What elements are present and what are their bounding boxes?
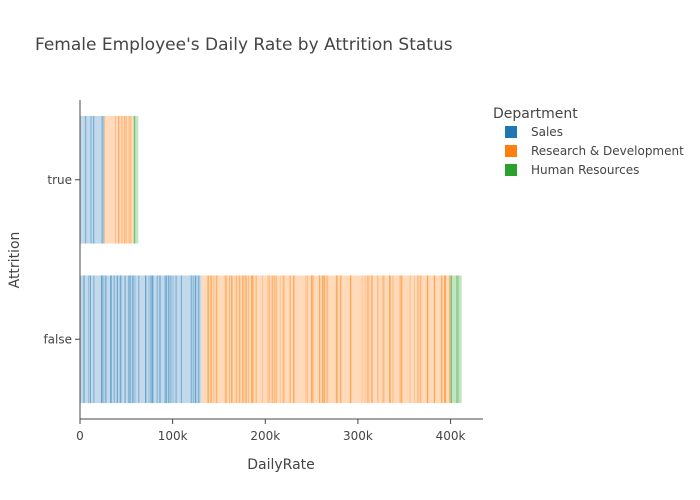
legend-label: Human Resources [531, 163, 639, 177]
bar-sales-false[interactable] [80, 275, 202, 404]
legend[interactable]: Department Sales Research & Development Hu… [493, 106, 684, 177]
legend-swatch [505, 126, 517, 138]
bar-research-development-true[interactable] [104, 115, 134, 244]
y-tick-label: false [43, 332, 72, 346]
legend-item-research-development[interactable]: Research & Development [505, 144, 684, 158]
y-tick-label: true [47, 173, 72, 187]
x-tick-label: 0 [76, 429, 84, 443]
legend-label: Sales [531, 125, 563, 139]
bar-human-resources-true[interactable] [133, 115, 139, 244]
x-tick-label: 200k [250, 429, 280, 443]
x-tick-label: 300k [343, 429, 373, 443]
legend-swatch [505, 164, 517, 176]
bar-sales-true[interactable] [80, 115, 105, 244]
chart-title: Female Employee's Daily Rate by Attritio… [35, 35, 453, 55]
plot-area [80, 115, 462, 404]
legend-title: Department [493, 106, 578, 122]
y-axis-title: Attrition [7, 232, 23, 289]
bar-research-development-false[interactable] [201, 275, 451, 404]
x-axis: 0 100k 200k 300k 400k [76, 418, 483, 443]
legend-item-sales[interactable]: Sales [505, 125, 563, 139]
bar-human-resources-false[interactable] [450, 275, 462, 404]
legend-label: Research & Development [531, 144, 684, 158]
legend-swatch [505, 145, 517, 157]
x-tick-label: 100k [158, 429, 188, 443]
legend-item-human-resources[interactable]: Human Resources [505, 163, 639, 177]
x-axis-title: DailyRate [247, 457, 315, 473]
y-axis: true false [43, 100, 81, 419]
x-tick-label: 400k [436, 429, 466, 443]
